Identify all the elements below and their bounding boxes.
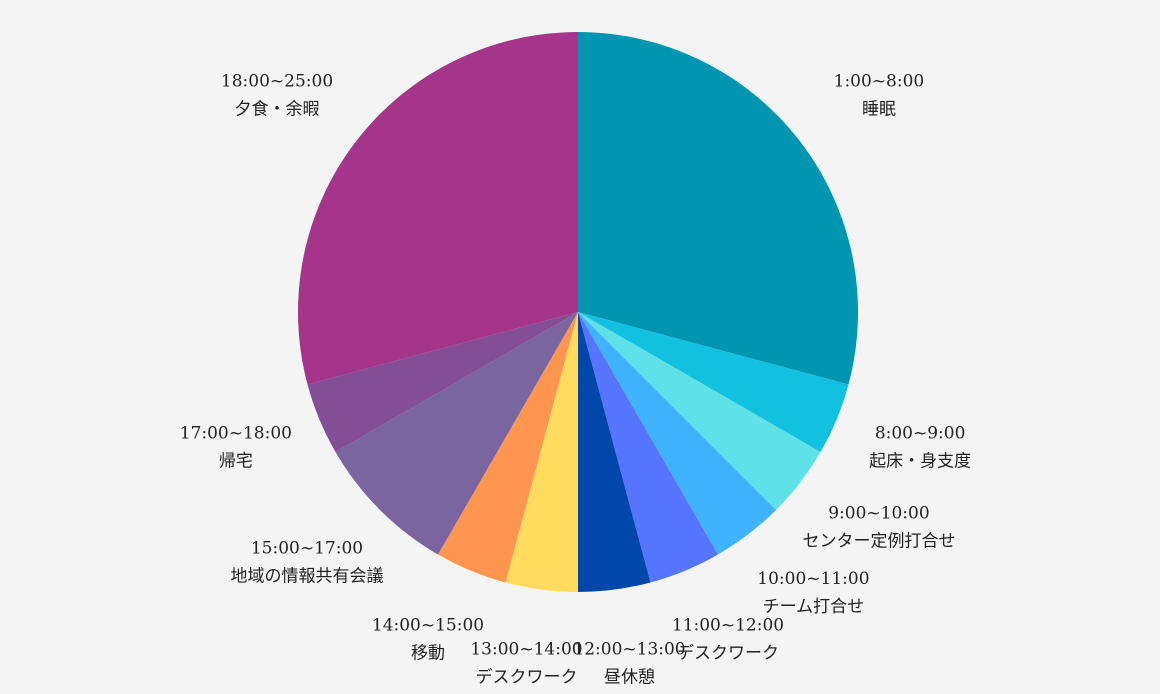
- slice-label: センター定例打合せ: [802, 532, 955, 552]
- slice-time-label: 1:00~8:00: [834, 71, 925, 91]
- slice-time-label: 17:00~18:00: [180, 423, 292, 443]
- slice-label: デスクワーク: [677, 642, 779, 663]
- slice-label: 起床・身支度: [869, 451, 971, 471]
- slice-time-label: 11:00~12:00: [672, 615, 784, 635]
- slice-label: 地域の情報共有会議: [230, 567, 383, 587]
- slice-label: 夕食・余暇: [235, 99, 320, 119]
- slice-time-label: 18:00~25:00: [221, 71, 333, 91]
- slice-label: 移動: [411, 643, 445, 663]
- pie-slice: [578, 312, 776, 555]
- pie-slice: [307, 312, 578, 452]
- pie-slice: [578, 312, 821, 510]
- slice-label: 昼休憩: [604, 667, 655, 687]
- slice-label: 帰宅: [219, 451, 253, 471]
- slice-time-label: 12:00~13:00: [573, 639, 685, 659]
- slice-time-label: 13:00~14:00: [470, 639, 582, 659]
- pie-slice: [578, 312, 849, 452]
- slice-label: 睡眠: [862, 99, 896, 119]
- slice-time-label: 9:00~10:00: [828, 504, 929, 524]
- pie-slice: [335, 312, 578, 555]
- slice-label: デスクワーク: [475, 666, 577, 687]
- slice-time-label: 14:00~15:00: [372, 615, 484, 635]
- slice-label: チーム打合せ: [763, 597, 865, 617]
- slice-time-label: 8:00~9:00: [875, 423, 966, 443]
- pie-slice: [298, 32, 578, 385]
- pie-slice: [578, 312, 651, 592]
- slice-time-label: 15:00~17:00: [251, 539, 363, 559]
- pie-slice: [578, 32, 859, 385]
- pie-slice: [578, 312, 718, 583]
- slice-time-label: 10:00~11:00: [757, 569, 869, 589]
- pie-slice: [438, 312, 578, 583]
- pie-slice: [505, 312, 578, 592]
